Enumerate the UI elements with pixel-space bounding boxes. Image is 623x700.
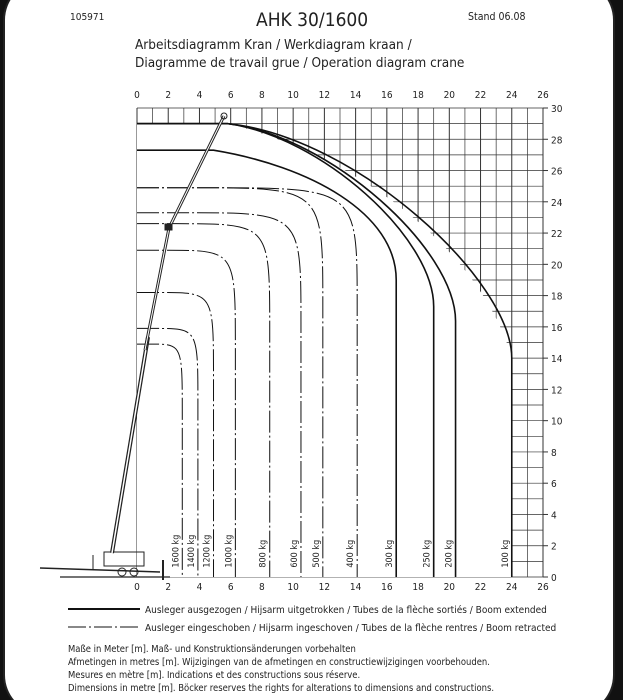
load-curve-1000kg [137, 249, 236, 577]
y-tick-label: 22 [551, 229, 562, 240]
load-curve-300kg [137, 149, 398, 577]
y-tick-label: 16 [551, 323, 563, 334]
notes: Maße in Meter [m]. Maß- und Konstruktion… [68, 644, 494, 694]
envelope-area [137, 123, 512, 577]
trailer-frame [39, 567, 161, 573]
load-labels: 1600 kg 1400 kg 1200 kg 1000 kg 800 kg 600 kg… [171, 535, 510, 568]
x-tick-label-top: 16 [381, 90, 393, 101]
x-tick-label-top: 18 [412, 90, 424, 101]
x-tick-label-bottom: 2 [165, 582, 171, 593]
x-tick-label-top: 2 [165, 90, 171, 101]
x-tick-label-top: 8 [259, 90, 265, 101]
y-tick-label: 18 [551, 292, 563, 303]
x-tick-label-bottom: 12 [319, 582, 330, 593]
load-label: 100 kg [501, 540, 511, 568]
x-tick-label-bottom: 10 [287, 582, 299, 593]
x-tick-label-bottom: 4 [197, 582, 203, 593]
load-curve-800kg [137, 223, 271, 577]
x-tick-label-bottom: 0 [134, 582, 140, 593]
legend: Ausleger ausgezogen / Hijsarm uitgetrokk… [68, 604, 556, 634]
x-tick-label-top: 20 [444, 90, 456, 101]
x-tick-label-bottom: 6 [228, 582, 234, 593]
x-tick-label-top: 22 [475, 90, 486, 101]
load-curve-1400kg [137, 327, 199, 577]
boom-base-inner [111, 336, 149, 554]
load-label: 500 kg [312, 540, 322, 568]
x-tick-label-top: 26 [537, 90, 549, 101]
boom-mid-inner [144, 227, 170, 351]
load-label: 300 kg [385, 540, 395, 568]
x-tick-label-bottom: 14 [350, 582, 362, 593]
x-tick-label-top: 6 [228, 90, 234, 101]
y-tick-label: 12 [551, 385, 562, 396]
y-tick-label: 26 [551, 167, 563, 178]
load-label: 800 kg [259, 540, 269, 568]
load-label: 400 kg [346, 540, 356, 568]
load-label: 1600 kg [171, 535, 181, 568]
y-tick-label: 30 [551, 104, 563, 115]
load-curves [137, 122, 513, 577]
load-label: 1000 kg [224, 535, 234, 568]
load-curve-200kg [137, 122, 457, 577]
axis-ticks: 0022446688101012121414161618182020222224… [134, 90, 563, 593]
envelope-fill [137, 123, 512, 577]
y-tick-label: 6 [551, 479, 557, 490]
stand-date: Stand 06.08 [468, 11, 526, 23]
legend-retracted-label: Ausleger eingeschoben / Hijsarm ingescho… [145, 622, 556, 634]
x-tick-label-bottom: 22 [475, 582, 486, 593]
doc-number: 105971 [70, 12, 104, 23]
x-tick-label-top: 10 [287, 90, 299, 101]
load-label: 600 kg [290, 540, 300, 568]
legend-extended-label: Ausleger ausgezogen / Hijsarm uitgetrokk… [145, 604, 547, 616]
wheel [117, 567, 127, 577]
load-label: 1200 kg [203, 535, 213, 568]
note-en: Dimensions in metre [m]. Böcker reserves… [68, 683, 494, 694]
boom-extension-inner [168, 115, 225, 229]
crane-drawing [39, 112, 228, 580]
y-tick-label: 8 [551, 448, 557, 459]
title-line-1: Arbeitsdiagramm Kran / Werkdiagram kraan… [135, 37, 413, 53]
x-tick-label-bottom: 16 [381, 582, 393, 593]
y-tick-label: 14 [551, 354, 563, 365]
y-tick-label: 10 [551, 417, 563, 428]
y-tick-label: 4 [551, 510, 557, 521]
model-title: AHK 30/1600 [256, 9, 368, 31]
load-curve-400kg [137, 187, 358, 577]
y-tick-label: 0 [551, 573, 557, 584]
note-nl: Afmetingen in metres [m]. Wijzigingen va… [68, 657, 490, 668]
x-tick-label-bottom: 8 [259, 582, 265, 593]
boom-tip [220, 112, 228, 120]
x-tick-label-bottom: 26 [537, 582, 549, 593]
x-tick-label-bottom: 18 [412, 582, 424, 593]
crane-base [103, 551, 145, 567]
load-label: 250 kg [423, 540, 433, 568]
load-curve-1600kg [137, 343, 183, 577]
title-line-2: Diagramme de travail grue / Operation di… [135, 55, 464, 71]
wheel [129, 567, 139, 577]
boom-joint [164, 223, 173, 231]
x-tick-label-top: 4 [197, 90, 203, 101]
y-tick-label: 24 [551, 198, 563, 209]
x-tick-label-top: 14 [350, 90, 362, 101]
y-tick-label: 28 [551, 135, 563, 146]
load-curve-600kg [137, 212, 302, 577]
note-de: Maße in Meter [m]. Maß- und Konstruktion… [68, 644, 356, 655]
load-curve-100kg [137, 122, 513, 577]
x-tick-label-top: 24 [506, 90, 518, 101]
y-tick-label: 20 [551, 260, 563, 271]
load-label: 200 kg [445, 540, 455, 568]
note-fr: Mesures en mètre [m]. Indications et des… [68, 670, 360, 681]
y-tick-label: 2 [551, 542, 557, 553]
load-label: 1400 kg [187, 535, 197, 568]
load-curve-1200kg [137, 291, 215, 577]
x-tick-label-top: 12 [319, 90, 330, 101]
x-tick-label-top: 0 [134, 90, 140, 101]
x-tick-label-bottom: 24 [506, 582, 518, 593]
x-tick-label-bottom: 20 [444, 582, 456, 593]
